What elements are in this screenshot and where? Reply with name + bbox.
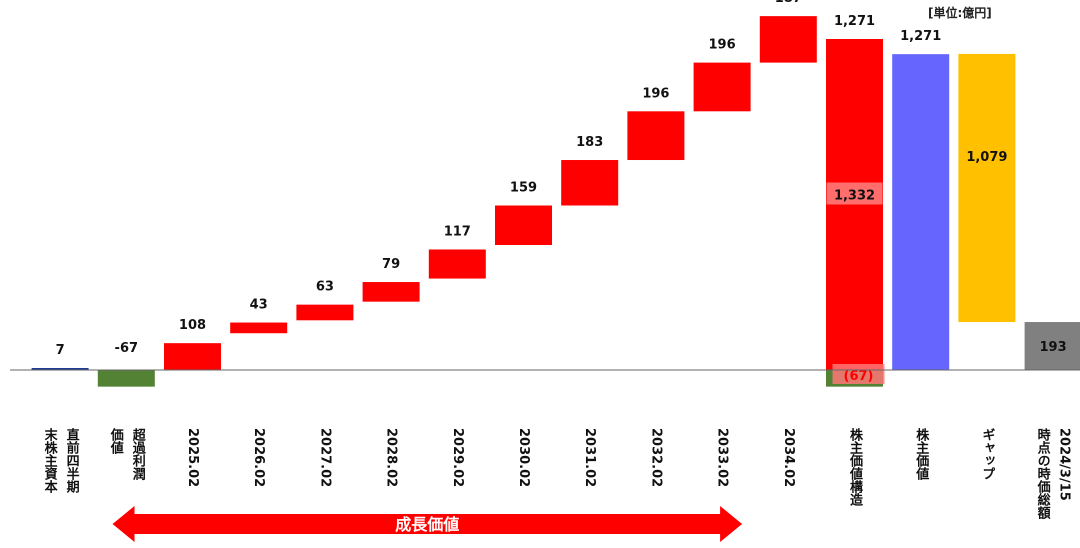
category-label: 2030.02 [516, 428, 531, 487]
category-label: 2031.02 [582, 428, 597, 487]
inner-label-bg [826, 182, 883, 205]
data-label: 159 [510, 180, 537, 195]
category-label: ギャップ [979, 428, 994, 480]
data-label: 196 [709, 38, 736, 53]
bar [1024, 322, 1080, 370]
category-label: 2027.02 [317, 428, 332, 487]
data-label: -67 [115, 341, 139, 356]
category-label: 2026.02 [251, 428, 266, 487]
category-label: 株主価値 [913, 427, 930, 481]
bar [97, 370, 155, 387]
category-label: 2029.02 [450, 428, 465, 487]
category-label: 2025.02 [185, 428, 200, 487]
category-label: 価値 [108, 427, 125, 455]
data-label: 7 [56, 343, 65, 358]
category-label: 2034.02 [781, 428, 796, 487]
negative-label: (67) [844, 369, 874, 384]
category-label: 2033.02 [715, 428, 730, 487]
bar [826, 38, 883, 371]
data-label: 193 [1040, 340, 1067, 355]
bar [958, 53, 1016, 323]
bar [759, 16, 817, 63]
bar [164, 343, 221, 370]
negative-label-bg [832, 364, 885, 384]
bar [693, 62, 751, 112]
category-label: 株主価値構造 [847, 427, 864, 507]
data-label: 1,079 [966, 150, 1007, 165]
bar [296, 304, 354, 321]
data-label: 43 [250, 298, 268, 313]
bar [31, 368, 89, 370]
bar [428, 249, 486, 279]
category-label: 時点の時価総額 [1035, 427, 1052, 520]
category-label: 末株主資本 [42, 427, 59, 494]
data-label: 1,271 [900, 29, 941, 44]
data-label: 183 [576, 135, 603, 150]
data-label: 117 [444, 224, 471, 239]
bar [627, 111, 685, 161]
data-label: 1,271 [834, 14, 875, 29]
data-label: 196 [642, 86, 669, 101]
bar [495, 205, 552, 246]
category-label: 2024/3/15 [1057, 428, 1072, 501]
bar [561, 160, 619, 206]
unit-label: [単位:億円] [928, 6, 992, 20]
growth-value-label: 成長価値 [395, 515, 459, 534]
growth-value-arrow [112, 506, 743, 542]
data-label-inner: 1,332 [834, 188, 875, 203]
bar [362, 282, 420, 302]
category-label: 超過利潤 [130, 427, 147, 481]
bar [892, 54, 950, 371]
category-label: 2028.02 [384, 428, 399, 487]
data-label: 108 [179, 318, 206, 333]
data-label: 79 [382, 257, 400, 272]
data-label: 187 [775, 0, 802, 6]
bar [230, 322, 288, 334]
category-label: 2032.02 [648, 428, 663, 487]
data-label: 63 [316, 280, 334, 295]
category-label: 直前四半期 [64, 427, 80, 494]
